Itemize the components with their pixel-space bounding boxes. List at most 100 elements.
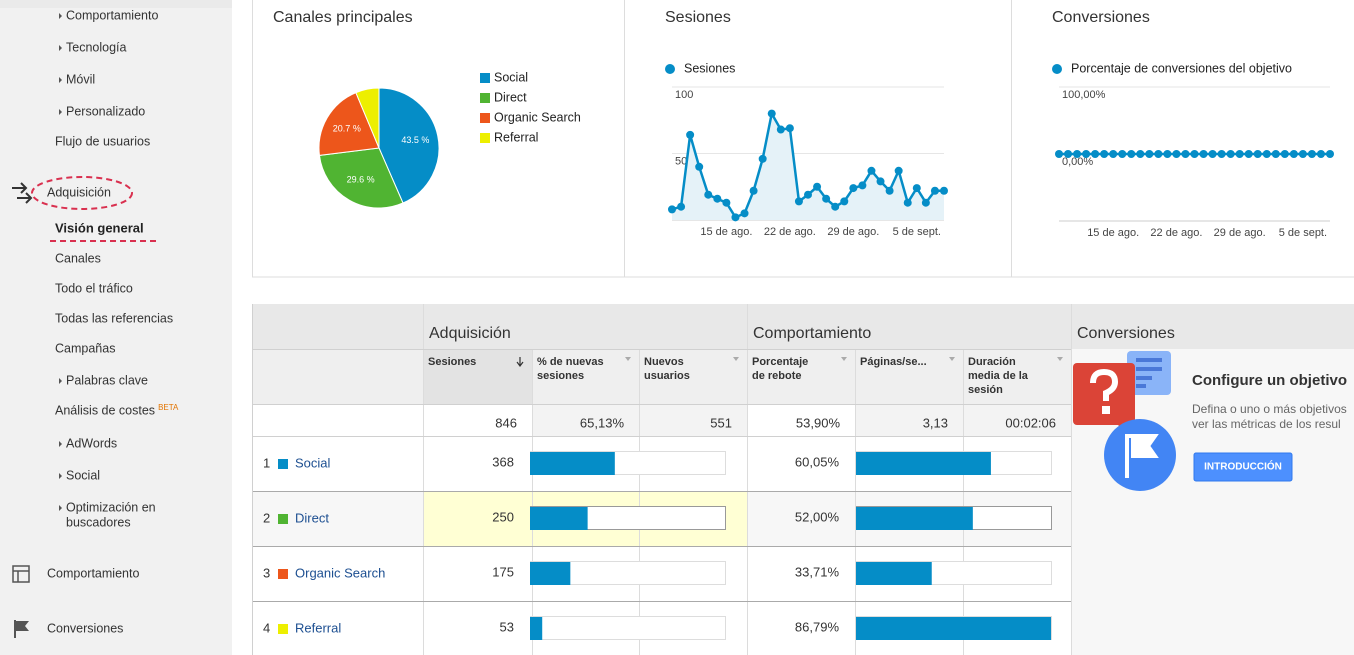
- point: [912, 184, 921, 193]
- legend-label: Organic Search: [494, 110, 581, 124]
- row-rank: 2: [263, 510, 270, 525]
- behavior-icon: [12, 565, 30, 583]
- sort-indicator: [625, 357, 631, 361]
- nav-item[interactable]: Móvil: [66, 72, 95, 86]
- x-tick-label: 29 de ago.: [1214, 227, 1266, 239]
- row-rank: 4: [263, 620, 270, 635]
- nav-item[interactable]: Conversiones: [47, 621, 123, 635]
- legend-swatch: [480, 113, 490, 123]
- nav-item[interactable]: Personalizado: [66, 104, 145, 118]
- point: [858, 181, 867, 190]
- point: [1190, 150, 1199, 158]
- y-tick-label: 100,00%: [1062, 89, 1106, 101]
- nav-item[interactable]: Social: [66, 468, 100, 482]
- row-swatch: [278, 514, 288, 524]
- row-swatch: [278, 624, 288, 634]
- column-header[interactable]: sesión: [968, 384, 1003, 396]
- nav-item[interactable]: Flujo de usuarios: [55, 134, 150, 148]
- point: [1091, 150, 1100, 158]
- point: [849, 184, 858, 193]
- point: [785, 124, 794, 133]
- point: [1326, 150, 1334, 158]
- column-header[interactable]: Nuevos: [644, 356, 684, 368]
- row-name[interactable]: Social: [295, 455, 331, 470]
- row-sessions: 368: [492, 454, 514, 469]
- nav-item[interactable]: Palabras clave: [66, 373, 148, 387]
- acquisition-icon: [12, 182, 33, 204]
- point: [1064, 150, 1073, 158]
- nav-item[interactable]: Todo el tráfico: [55, 281, 133, 295]
- column-header[interactable]: Sesiones: [428, 356, 476, 368]
- point: [1154, 150, 1163, 158]
- table-column-header: [252, 349, 1071, 404]
- point: [867, 166, 876, 175]
- submenu-arrow: [59, 473, 62, 479]
- row-name[interactable]: Direct: [295, 510, 329, 525]
- legend-marker: [665, 64, 675, 74]
- point: [794, 197, 803, 206]
- bar: [856, 507, 973, 530]
- row-bounce: 52,00%: [795, 509, 840, 524]
- nav-item[interactable]: Visión general: [55, 220, 144, 235]
- bar: [530, 452, 615, 475]
- point: [1127, 150, 1136, 158]
- nav-item[interactable]: AdWords: [66, 436, 117, 450]
- nav-item[interactable]: Optimización en: [66, 500, 156, 514]
- nav-item[interactable]: Canales: [55, 251, 101, 265]
- x-tick-label: 29 de ago.: [827, 226, 879, 238]
- intro-button[interactable]: [1193, 452, 1293, 482]
- point: [1280, 150, 1289, 158]
- legend-label: Social: [494, 70, 528, 84]
- submenu-arrow: [59, 109, 62, 115]
- point: [722, 198, 731, 207]
- point: [822, 194, 831, 203]
- point: [1145, 150, 1154, 158]
- chart-title: Sesiones: [665, 9, 731, 26]
- point: [1217, 150, 1226, 158]
- point: [695, 162, 704, 171]
- nav-item[interactable]: Tecnología: [66, 40, 127, 54]
- nav-item[interactable]: Comportamiento: [47, 566, 139, 580]
- nav-item[interactable]: Análisis de costes: [55, 403, 155, 417]
- goal-illustration: [1073, 351, 1176, 491]
- point: [1163, 150, 1172, 158]
- column-header[interactable]: Duración: [968, 356, 1016, 368]
- column-header[interactable]: usuarios: [644, 370, 690, 382]
- y-tick-label: 50: [675, 155, 687, 167]
- bar: [530, 617, 543, 640]
- nav-item[interactable]: Campañas: [55, 341, 115, 355]
- point: [840, 197, 849, 206]
- nav-item[interactable]: Todas las referencias: [55, 311, 173, 325]
- y-tick-label: 0,00%: [1062, 156, 1093, 168]
- row-name[interactable]: Referral: [295, 620, 341, 635]
- pie-slice: [318, 91, 380, 156]
- legend-swatch: [480, 133, 490, 143]
- column-header[interactable]: Páginas/se...: [860, 356, 927, 368]
- row-swatch: [278, 569, 288, 579]
- row-sessions: 175: [492, 564, 514, 579]
- sort-indicator: [841, 357, 847, 361]
- pie-label: 20.7 %: [333, 124, 361, 134]
- row-name[interactable]: Organic Search: [295, 565, 385, 580]
- point: [767, 109, 776, 118]
- submenu-arrow: [59, 13, 62, 19]
- column-header[interactable]: Porcentaje: [752, 356, 808, 368]
- sidebar: [0, 0, 232, 655]
- nav-item[interactable]: Adquisición: [47, 185, 111, 199]
- column-header[interactable]: sesiones: [537, 370, 584, 382]
- y-tick-label: 100: [675, 89, 693, 101]
- column-header[interactable]: % de nuevas: [537, 356, 604, 368]
- column-header[interactable]: media de la: [968, 370, 1029, 382]
- chart-title: Conversiones: [1052, 9, 1150, 26]
- column-header[interactable]: de rebote: [752, 370, 802, 382]
- point: [731, 213, 740, 222]
- point: [1271, 150, 1280, 158]
- point: [677, 202, 686, 211]
- nav-item[interactable]: Comportamiento: [66, 8, 158, 22]
- total-value: 846: [495, 415, 517, 430]
- legend-marker: [1052, 64, 1062, 74]
- bar: [856, 562, 932, 585]
- point: [1262, 150, 1271, 158]
- nav-item[interactable]: buscadores: [66, 515, 131, 529]
- intro-button-label[interactable]: INTRODUCCIÓN: [1204, 460, 1282, 473]
